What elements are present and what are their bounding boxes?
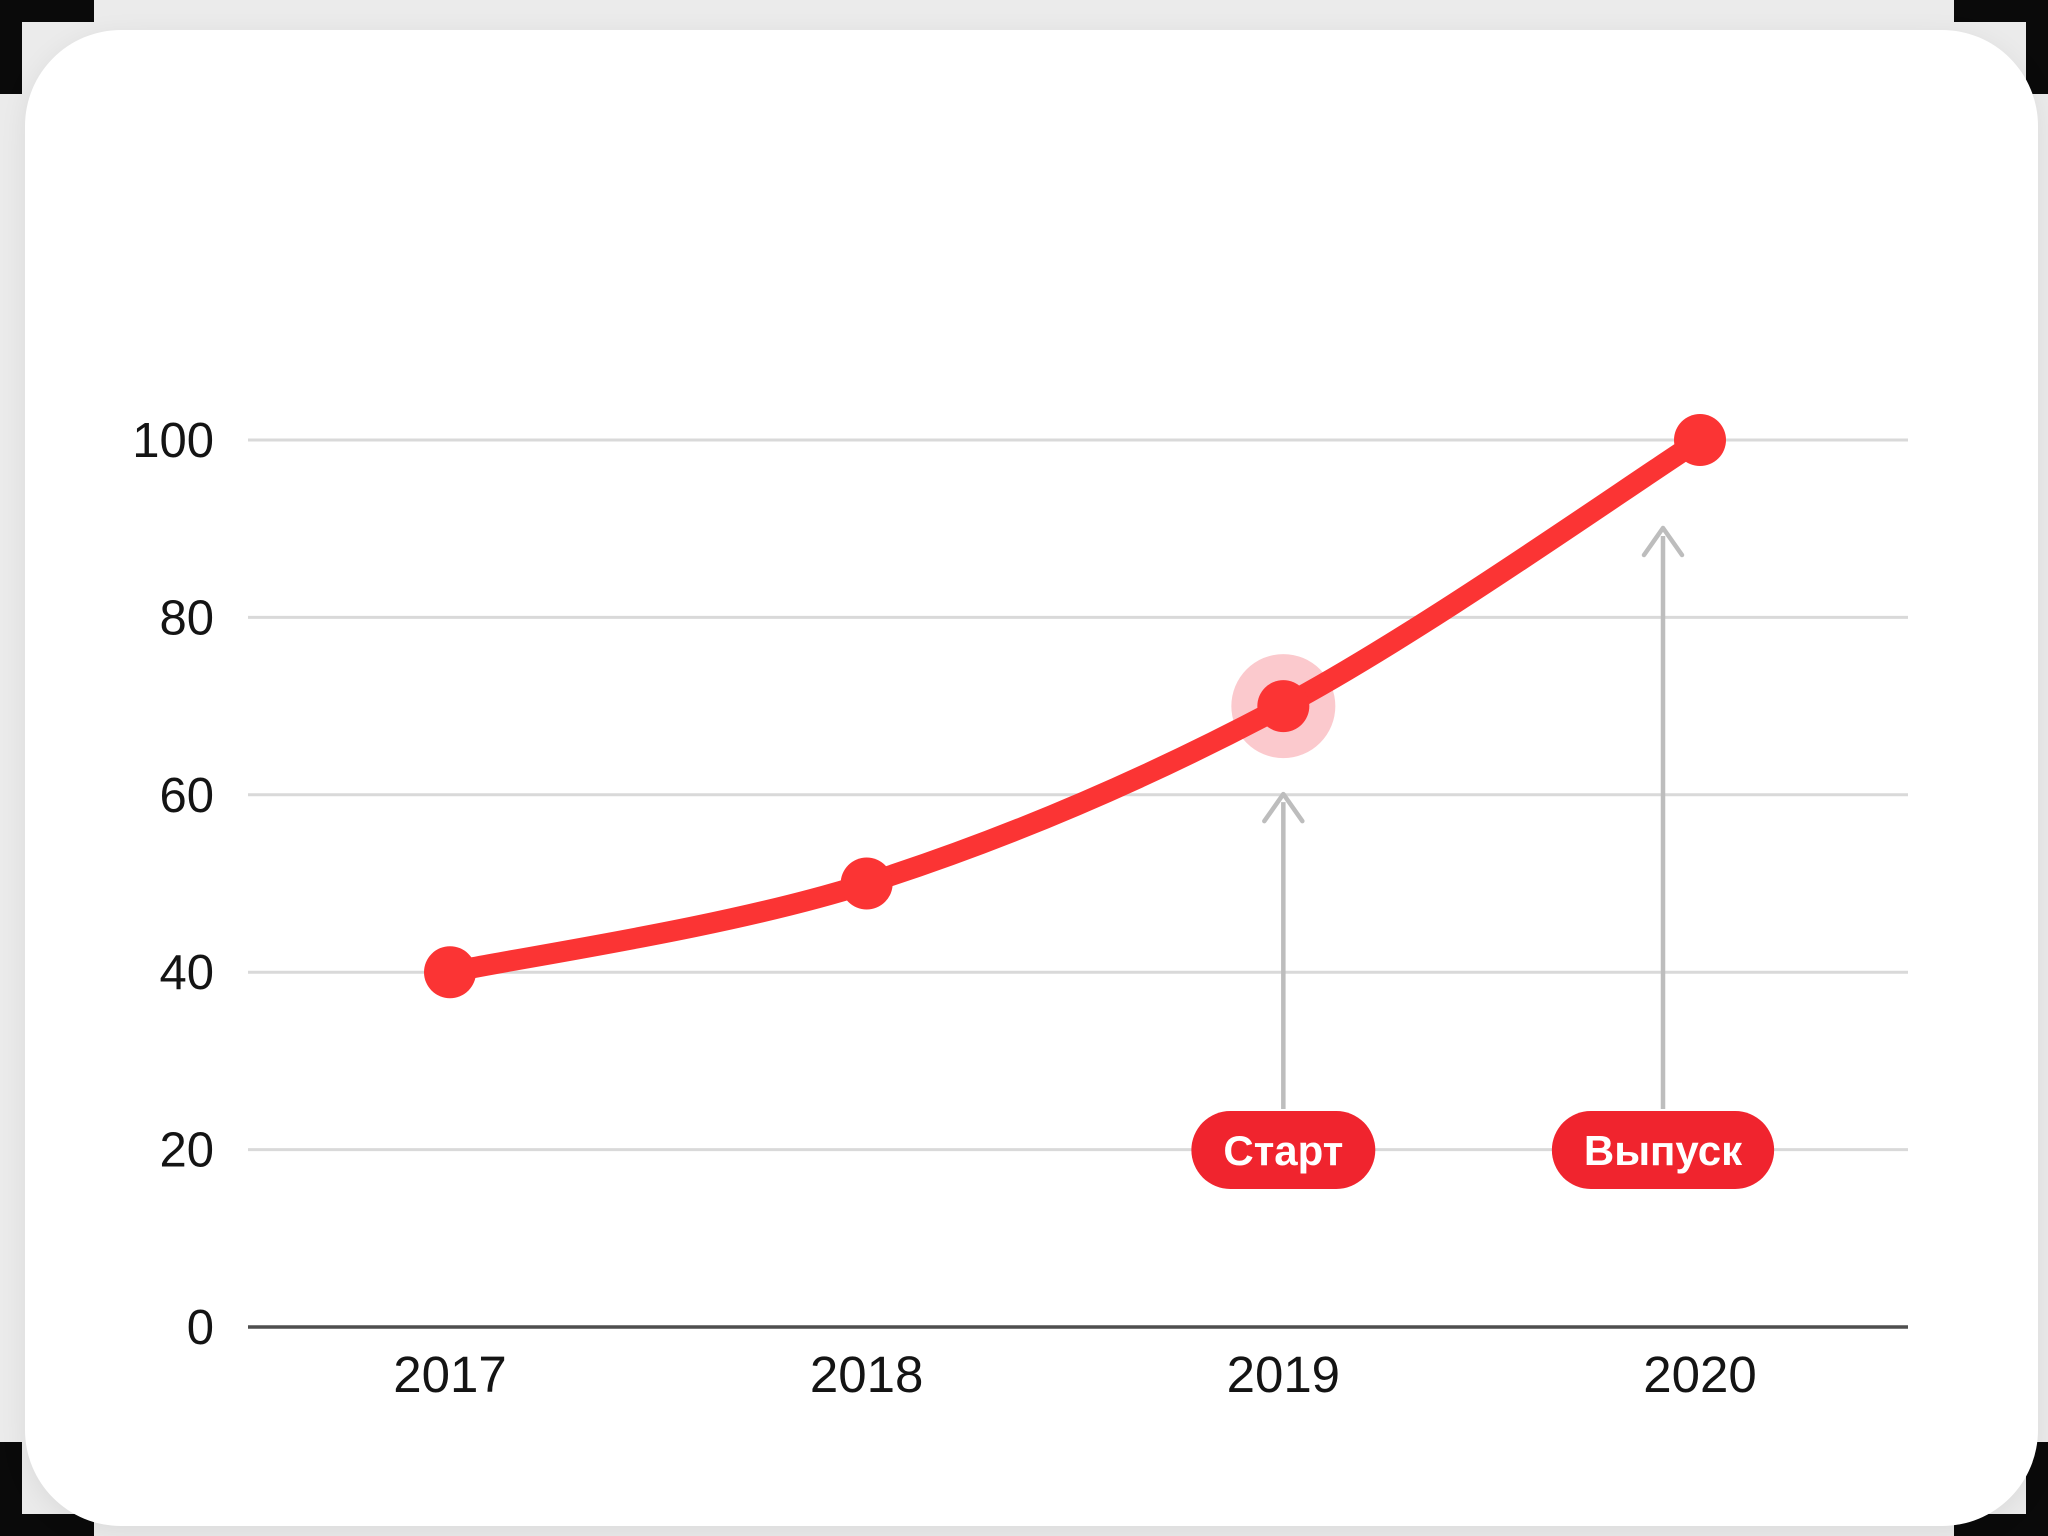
data-point xyxy=(424,946,476,999)
y-tick-label: 20 xyxy=(159,1124,214,1178)
y-tick-label: 0 xyxy=(187,1301,214,1355)
y-tick-label: 40 xyxy=(159,946,214,1000)
x-tick-label: 2020 xyxy=(1643,1346,1756,1403)
annotation-pill xyxy=(1191,1111,1376,1189)
crop-mark-bottom-right-icon xyxy=(1954,1442,2048,1536)
x-tick-label: 2019 xyxy=(1227,1346,1340,1403)
y-tick-label: 100 xyxy=(132,414,214,468)
annotation-pill-label: Выпуск xyxy=(1584,1127,1743,1174)
y-tick-label: 60 xyxy=(159,769,214,823)
data-point xyxy=(1257,680,1310,733)
y-tick-label: 80 xyxy=(159,591,214,645)
data-point xyxy=(1674,414,1726,466)
x-tick-label: 2018 xyxy=(810,1346,923,1403)
arrow-up-icon xyxy=(1262,791,1305,824)
arrow-up-icon xyxy=(1641,525,1685,558)
crop-mark-top-left-icon xyxy=(0,0,94,94)
annotation-pill xyxy=(1551,1111,1775,1189)
trend-line xyxy=(439,429,1711,983)
data-point xyxy=(840,857,893,910)
crop-mark-top-right-icon xyxy=(1954,0,2048,94)
chart-card xyxy=(25,30,2038,1526)
x-tick-label: 2017 xyxy=(393,1346,506,1403)
annotation-pill-label: Старт xyxy=(1223,1127,1343,1174)
crop-mark-bottom-left-icon xyxy=(0,1442,94,1536)
